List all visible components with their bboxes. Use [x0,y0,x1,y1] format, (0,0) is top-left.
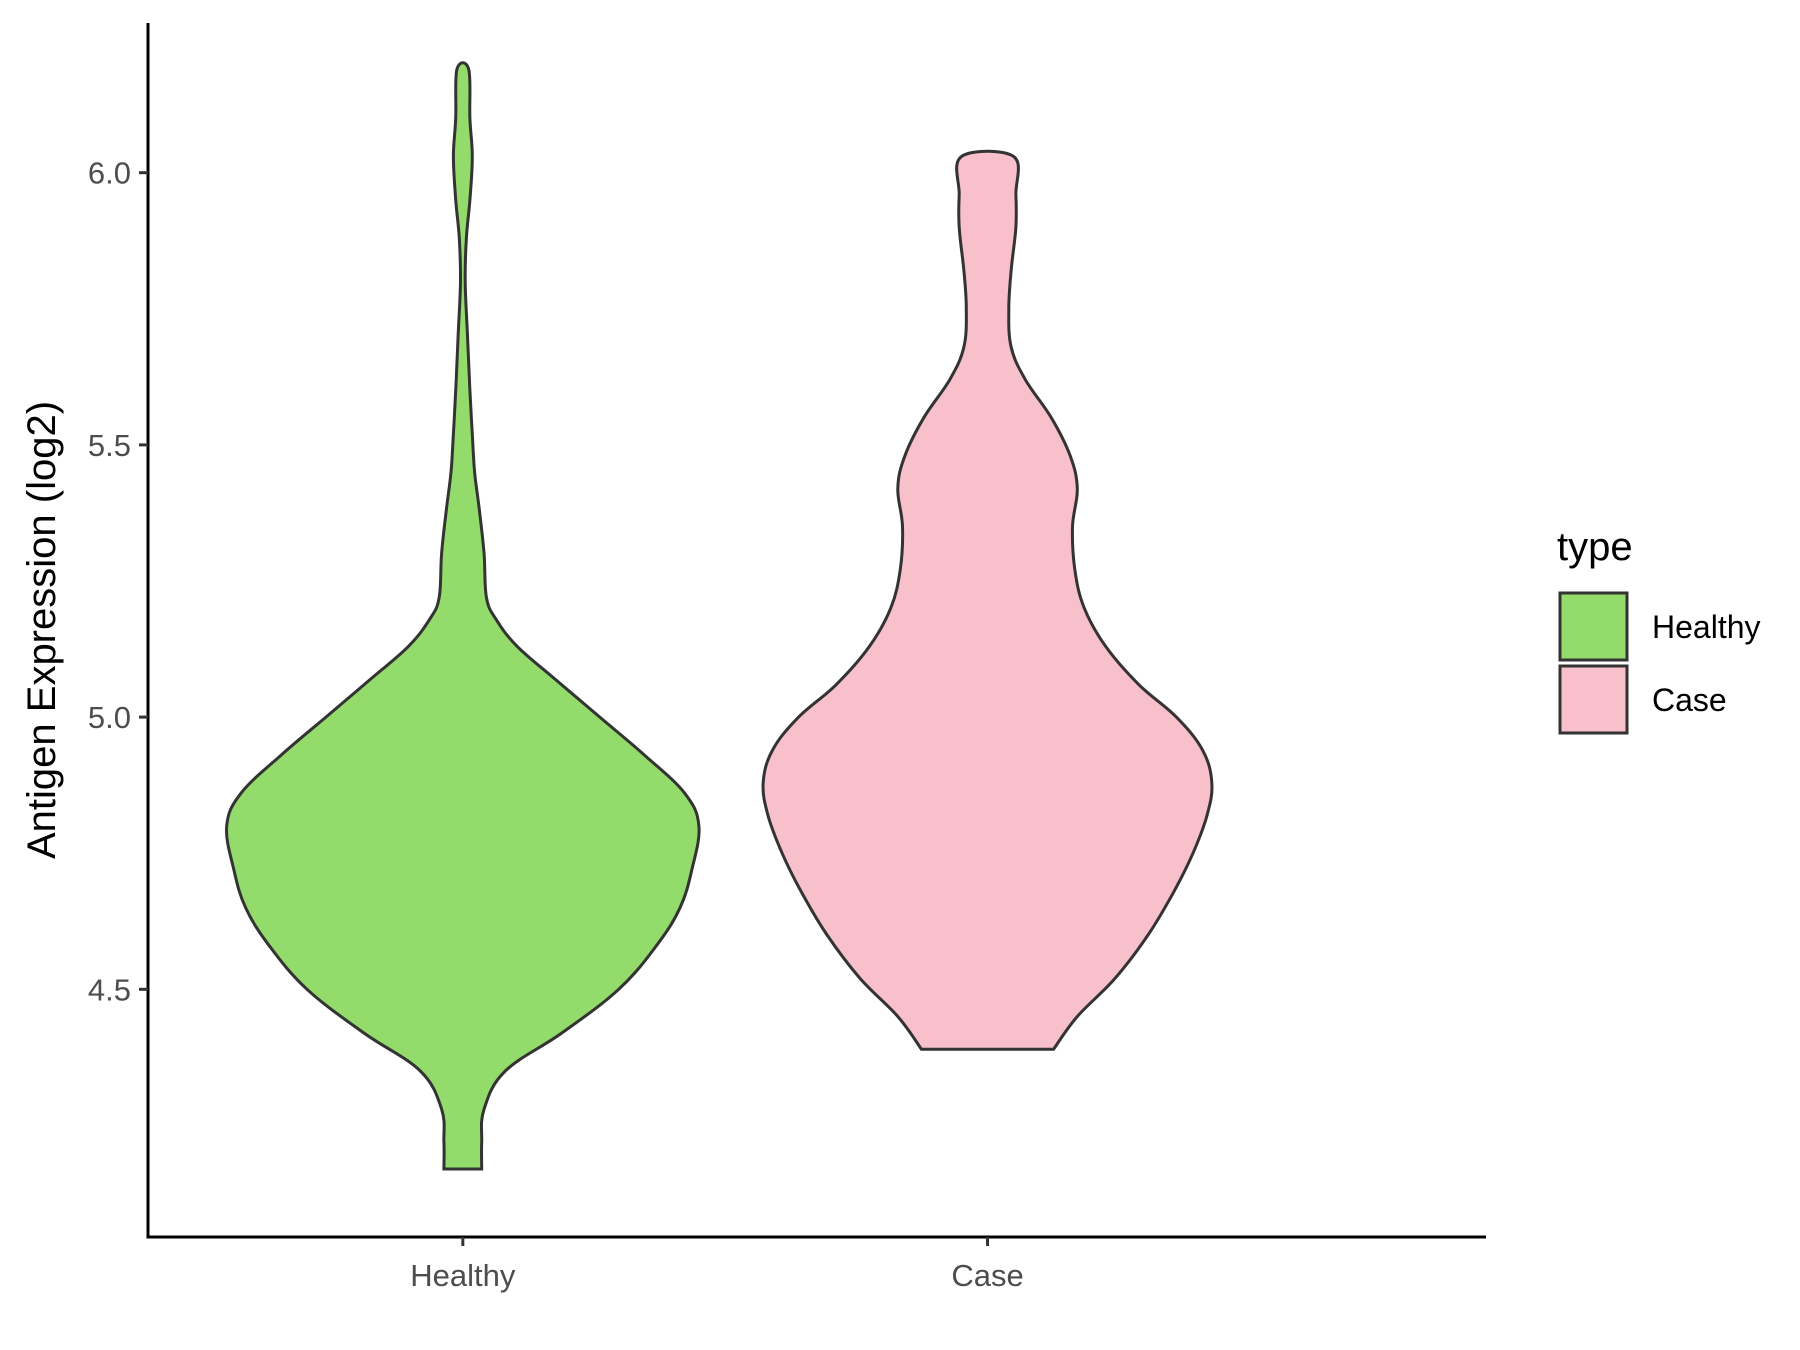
plot-area: 4.5 5.0 5.5 6.0 Healthy Case [88,23,1486,1293]
x-tick-label: Case [951,1258,1023,1293]
y-tick-label: 5.0 [88,700,131,735]
y-axis-title: Antigen Expression (log2) [20,401,64,859]
legend-items: Healthy Case [1558,591,1761,735]
y-tick-label: 6.0 [88,156,131,191]
x-axis-ticks: Healthy Case [410,1237,1024,1293]
violin-healthy [224,61,701,1171]
legend-label-case: Case [1652,682,1727,718]
legend-title: type [1557,525,1633,569]
x-tick-label: Healthy [410,1258,516,1293]
violins-group [224,61,1214,1171]
legend-key-healthy [1558,591,1629,662]
violin-case [761,149,1214,1051]
legend-key-case [1558,664,1629,735]
y-tick-label: 4.5 [88,972,131,1007]
y-tick-label: 5.5 [88,428,131,463]
y-axis-ticks: 4.5 5.0 5.5 6.0 [88,156,148,1007]
legend-label-healthy: Healthy [1652,609,1761,645]
legend: type Healthy Case [1557,525,1761,735]
